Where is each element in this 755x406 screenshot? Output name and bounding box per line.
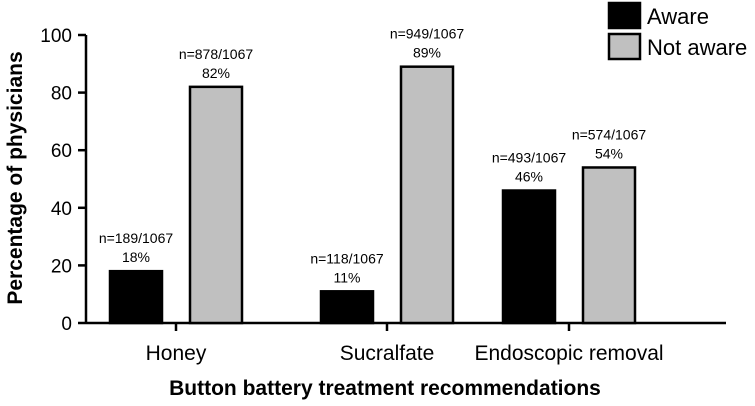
y-tick-label: 80 bbox=[51, 84, 72, 105]
axes: 0 20 40 60 80 100 Honey Sucralfate Endoscopic re… bbox=[40, 26, 726, 365]
data-label-count: n=118/1067 bbox=[310, 250, 384, 266]
y-tick-label: 40 bbox=[51, 199, 72, 220]
data-label-percent: 11% bbox=[334, 269, 361, 285]
bar-not-aware bbox=[581, 166, 637, 325]
data-label-count: n=493/1067 bbox=[492, 150, 567, 166]
data-label-percent: 18% bbox=[122, 249, 150, 265]
legend-label: Aware bbox=[647, 4, 709, 29]
y-tick-label: 20 bbox=[51, 256, 72, 277]
y-tick-label: 100 bbox=[40, 26, 72, 47]
legend-swatch bbox=[607, 1, 642, 30]
bar-aware bbox=[108, 269, 164, 325]
data-label-count: n=949/1067 bbox=[390, 26, 465, 42]
y-tick-label: 60 bbox=[51, 141, 72, 162]
bar-not-aware bbox=[188, 85, 244, 325]
x-axis-title: Button battery treatment recommendations bbox=[169, 377, 601, 400]
data-label-percent: 82% bbox=[202, 65, 230, 81]
y-axis-title: Percentage of physicians bbox=[4, 51, 27, 304]
bar-not-aware bbox=[399, 65, 455, 325]
data-label-count: n=189/1067 bbox=[99, 230, 174, 246]
data-label-percent: 54% bbox=[595, 145, 623, 161]
data-labels: n=189/1067 18% n=118/1067 11% n=493/1067 46% n… bbox=[99, 26, 647, 286]
data-label-percent: 89% bbox=[413, 45, 441, 61]
x-category-label: Sucralfate bbox=[340, 342, 435, 365]
x-category-label: Honey bbox=[146, 342, 207, 365]
data-label-percent: 46% bbox=[515, 169, 543, 185]
data-label-count: n=574/1067 bbox=[572, 126, 647, 142]
y-tick-label: 0 bbox=[61, 314, 72, 335]
bars bbox=[108, 65, 637, 325]
bar-aware bbox=[319, 290, 375, 325]
legend: Aware Not aware bbox=[607, 1, 747, 61]
x-category-label: Endoscopic removal bbox=[474, 342, 663, 365]
legend-label: Not aware bbox=[647, 35, 747, 60]
data-label-count: n=878/1067 bbox=[179, 46, 254, 62]
bar-aware bbox=[501, 189, 557, 325]
legend-swatch bbox=[607, 32, 642, 61]
